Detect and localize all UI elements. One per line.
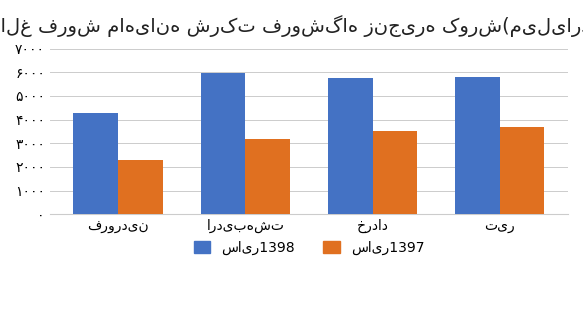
Bar bbox=[455, 77, 500, 214]
Title: مبالغ فروش ماهیانه شرکت فروشگاه زنجیره کورش(میلیارد ریال): مبالغ فروش ماهیانه شرکت فروشگاه زنجیره ک… bbox=[0, 15, 583, 37]
Bar bbox=[500, 127, 545, 214]
Bar bbox=[118, 160, 163, 214]
Bar bbox=[73, 113, 118, 214]
Legend: سایر1398, سایر1397: سایر1398, سایر1397 bbox=[188, 235, 430, 260]
Bar bbox=[245, 139, 290, 214]
Bar bbox=[328, 78, 373, 214]
Bar bbox=[201, 74, 245, 214]
Bar bbox=[373, 131, 417, 214]
